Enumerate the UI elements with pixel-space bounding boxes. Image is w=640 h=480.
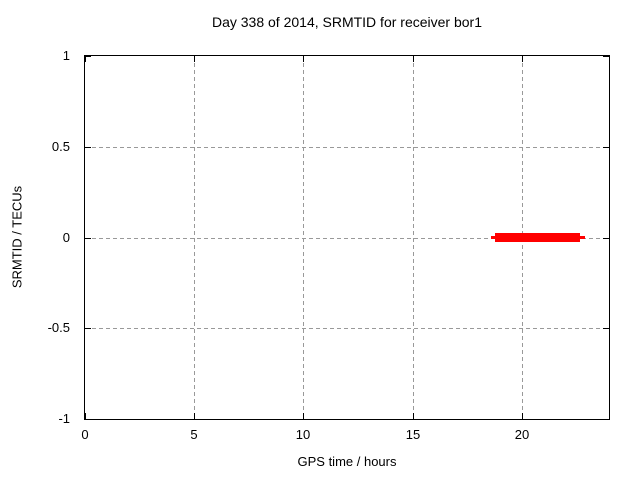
y-tick-mark-left: [85, 147, 91, 148]
chart-title: Day 338 of 2014, SRMTID for receiver bor…: [211, 14, 482, 30]
gridline-vertical: [194, 56, 195, 419]
x-tick-mark-top: [413, 56, 414, 62]
x-tick-mark-bottom: [194, 413, 195, 419]
x-tick-mark-bottom: [303, 413, 304, 419]
x-tick-mark-bottom: [413, 413, 414, 419]
series-segment: [495, 233, 580, 242]
x-tick-label: 20: [514, 427, 530, 442]
gridline-horizontal: [85, 147, 609, 148]
y-tick-label: 0.5: [51, 139, 70, 154]
x-tick-mark-top: [85, 56, 86, 62]
y-tick-label: -0.5: [47, 320, 70, 335]
y-tick-mark-left: [85, 56, 91, 57]
gridline-vertical: [413, 56, 414, 419]
y-tick-mark-right: [603, 238, 609, 239]
y-tick-label: -1: [58, 411, 70, 426]
x-tick-mark-top: [522, 56, 523, 62]
plot-area: [84, 55, 610, 420]
gridline-horizontal: [85, 328, 609, 329]
y-tick-label: 0: [62, 230, 70, 245]
y-tick-mark-left: [85, 419, 91, 420]
y-tick-mark-left: [85, 328, 91, 329]
y-tick-mark-right: [603, 56, 609, 57]
y-tick-mark-right: [603, 328, 609, 329]
x-tick-label: 10: [295, 427, 311, 442]
x-tick-label: 0: [81, 427, 89, 442]
x-tick-mark-bottom: [522, 413, 523, 419]
y-tick-mark-left: [85, 238, 91, 239]
y-tick-mark-right: [603, 419, 609, 420]
x-tick-label: 15: [405, 427, 421, 442]
gridline-horizontal: [85, 238, 609, 239]
x-axis-label: GPS time / hours: [297, 454, 397, 469]
gridline-vertical: [303, 56, 304, 419]
y-tick-label: 1: [62, 48, 70, 63]
y-tick-mark-right: [603, 147, 609, 148]
x-tick-mark-bottom: [85, 413, 86, 419]
x-tick-mark-top: [303, 56, 304, 62]
x-tick-label: 5: [190, 427, 198, 442]
x-tick-mark-top: [194, 56, 195, 62]
